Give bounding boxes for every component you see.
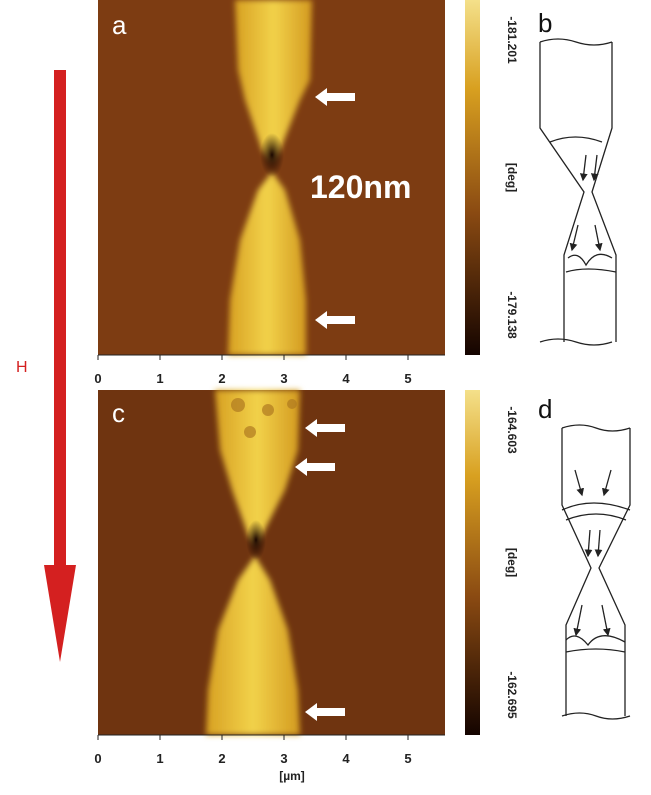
panel-label: b — [538, 8, 552, 38]
colorbar-label: -179.138 — [505, 291, 519, 339]
colorbar-label: -181.201 — [505, 16, 519, 64]
x-tick-label: 4 — [342, 371, 350, 386]
panel-label: d — [538, 394, 552, 424]
x-tick-label: 3 — [280, 371, 287, 386]
colorbar-label: [deg] — [505, 163, 519, 192]
scale-label: 120nm — [310, 169, 411, 205]
colorbar — [465, 390, 480, 735]
x-tick-label: 1 — [156, 371, 163, 386]
x-tick-label: 0 — [94, 751, 101, 766]
x-tick-label: 5 — [404, 751, 411, 766]
x-tick-label: 2 — [218, 751, 225, 766]
image-c — [98, 390, 445, 735]
x-axis-label: [µm] — [279, 769, 305, 783]
x-tick-label: 5 — [404, 371, 411, 386]
sketch-b — [540, 39, 616, 345]
field-arrow — [44, 70, 76, 662]
sketch-d — [562, 425, 630, 719]
x-tick-label: 1 — [156, 751, 163, 766]
panel-label: c — [112, 398, 125, 428]
colorbar-label: -162.695 — [505, 671, 519, 719]
x-tick-label: 3 — [280, 751, 287, 766]
x-tick-label: 4 — [342, 751, 350, 766]
colorbar-label: -164.603 — [505, 406, 519, 454]
colorbar — [465, 0, 480, 355]
x-tick-label: 0 — [94, 371, 101, 386]
x-tick-label: 2 — [218, 371, 225, 386]
colorbar-label: [deg] — [505, 548, 519, 577]
field-label: H — [16, 359, 28, 376]
figure: H a 120nm b — [0, 0, 651, 795]
panel-label: a — [112, 10, 127, 40]
